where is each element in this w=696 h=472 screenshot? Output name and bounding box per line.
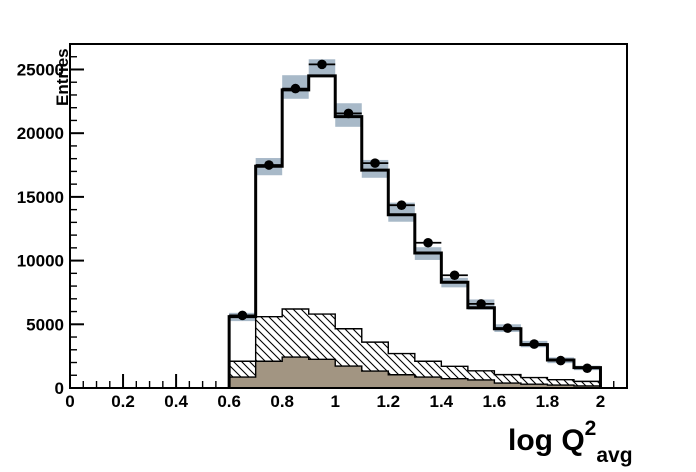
- data-point-marker: [317, 59, 327, 70]
- x-tick-label: 0.2: [111, 392, 135, 411]
- plot-frame: [69, 43, 628, 389]
- y-tick-label: 20000: [17, 124, 64, 143]
- x-tick-label: 0.8: [270, 392, 294, 411]
- data-point-marker: [423, 237, 433, 248]
- syst-band-rect: [388, 202, 415, 222]
- y-tick-label: 15000: [17, 188, 64, 207]
- data-point-marker: [264, 160, 274, 170]
- data-point-marker: [237, 310, 248, 321]
- data-point-marker: [449, 270, 460, 281]
- x-tick-label: 0: [65, 392, 74, 411]
- y-tick-label: 5000: [26, 315, 64, 334]
- x-tick-label: 1: [331, 392, 340, 411]
- y-tick-label: 10000: [17, 252, 64, 271]
- data-point-marker: [290, 83, 301, 94]
- data-point-marker: [343, 108, 354, 119]
- x-tick-label: 1.8: [536, 392, 560, 411]
- total-prediction-outline: [227, 74, 602, 388]
- data-point-marker: [396, 200, 407, 210]
- axis-label-layer: 0 0.2 0.4 0.6 0.8 1 1.2 1.4 1.6 1.8 2 0 5000 10000 150…: [17, 48, 633, 467]
- x-tick-label: 1.4: [430, 392, 454, 411]
- data-point-marker: [370, 158, 380, 168]
- data-point-marker: [476, 299, 486, 309]
- y-tick-label: 0: [55, 379, 64, 398]
- x-tick-label: 0.6: [217, 392, 241, 411]
- x-tick-label: 1.6: [483, 392, 507, 411]
- x-tick-label: 2: [596, 392, 605, 411]
- x-tick-label: 0.4: [164, 392, 188, 411]
- data-point-marker: [529, 339, 539, 349]
- solid-background-histogram: [228, 356, 602, 389]
- data-point-marker: [555, 355, 566, 366]
- data-point-marker: [502, 323, 513, 333]
- x-tick-label: 1.2: [376, 392, 400, 411]
- plot-frame-layer: [69, 43, 628, 389]
- histogram-layer: [227, 59, 602, 389]
- y-tick-label: 25000: [17, 60, 64, 79]
- y-axis-title: Entries: [53, 48, 72, 106]
- x-axis-title: log Q2avg: [508, 417, 633, 467]
- data-point-marker: [582, 363, 593, 374]
